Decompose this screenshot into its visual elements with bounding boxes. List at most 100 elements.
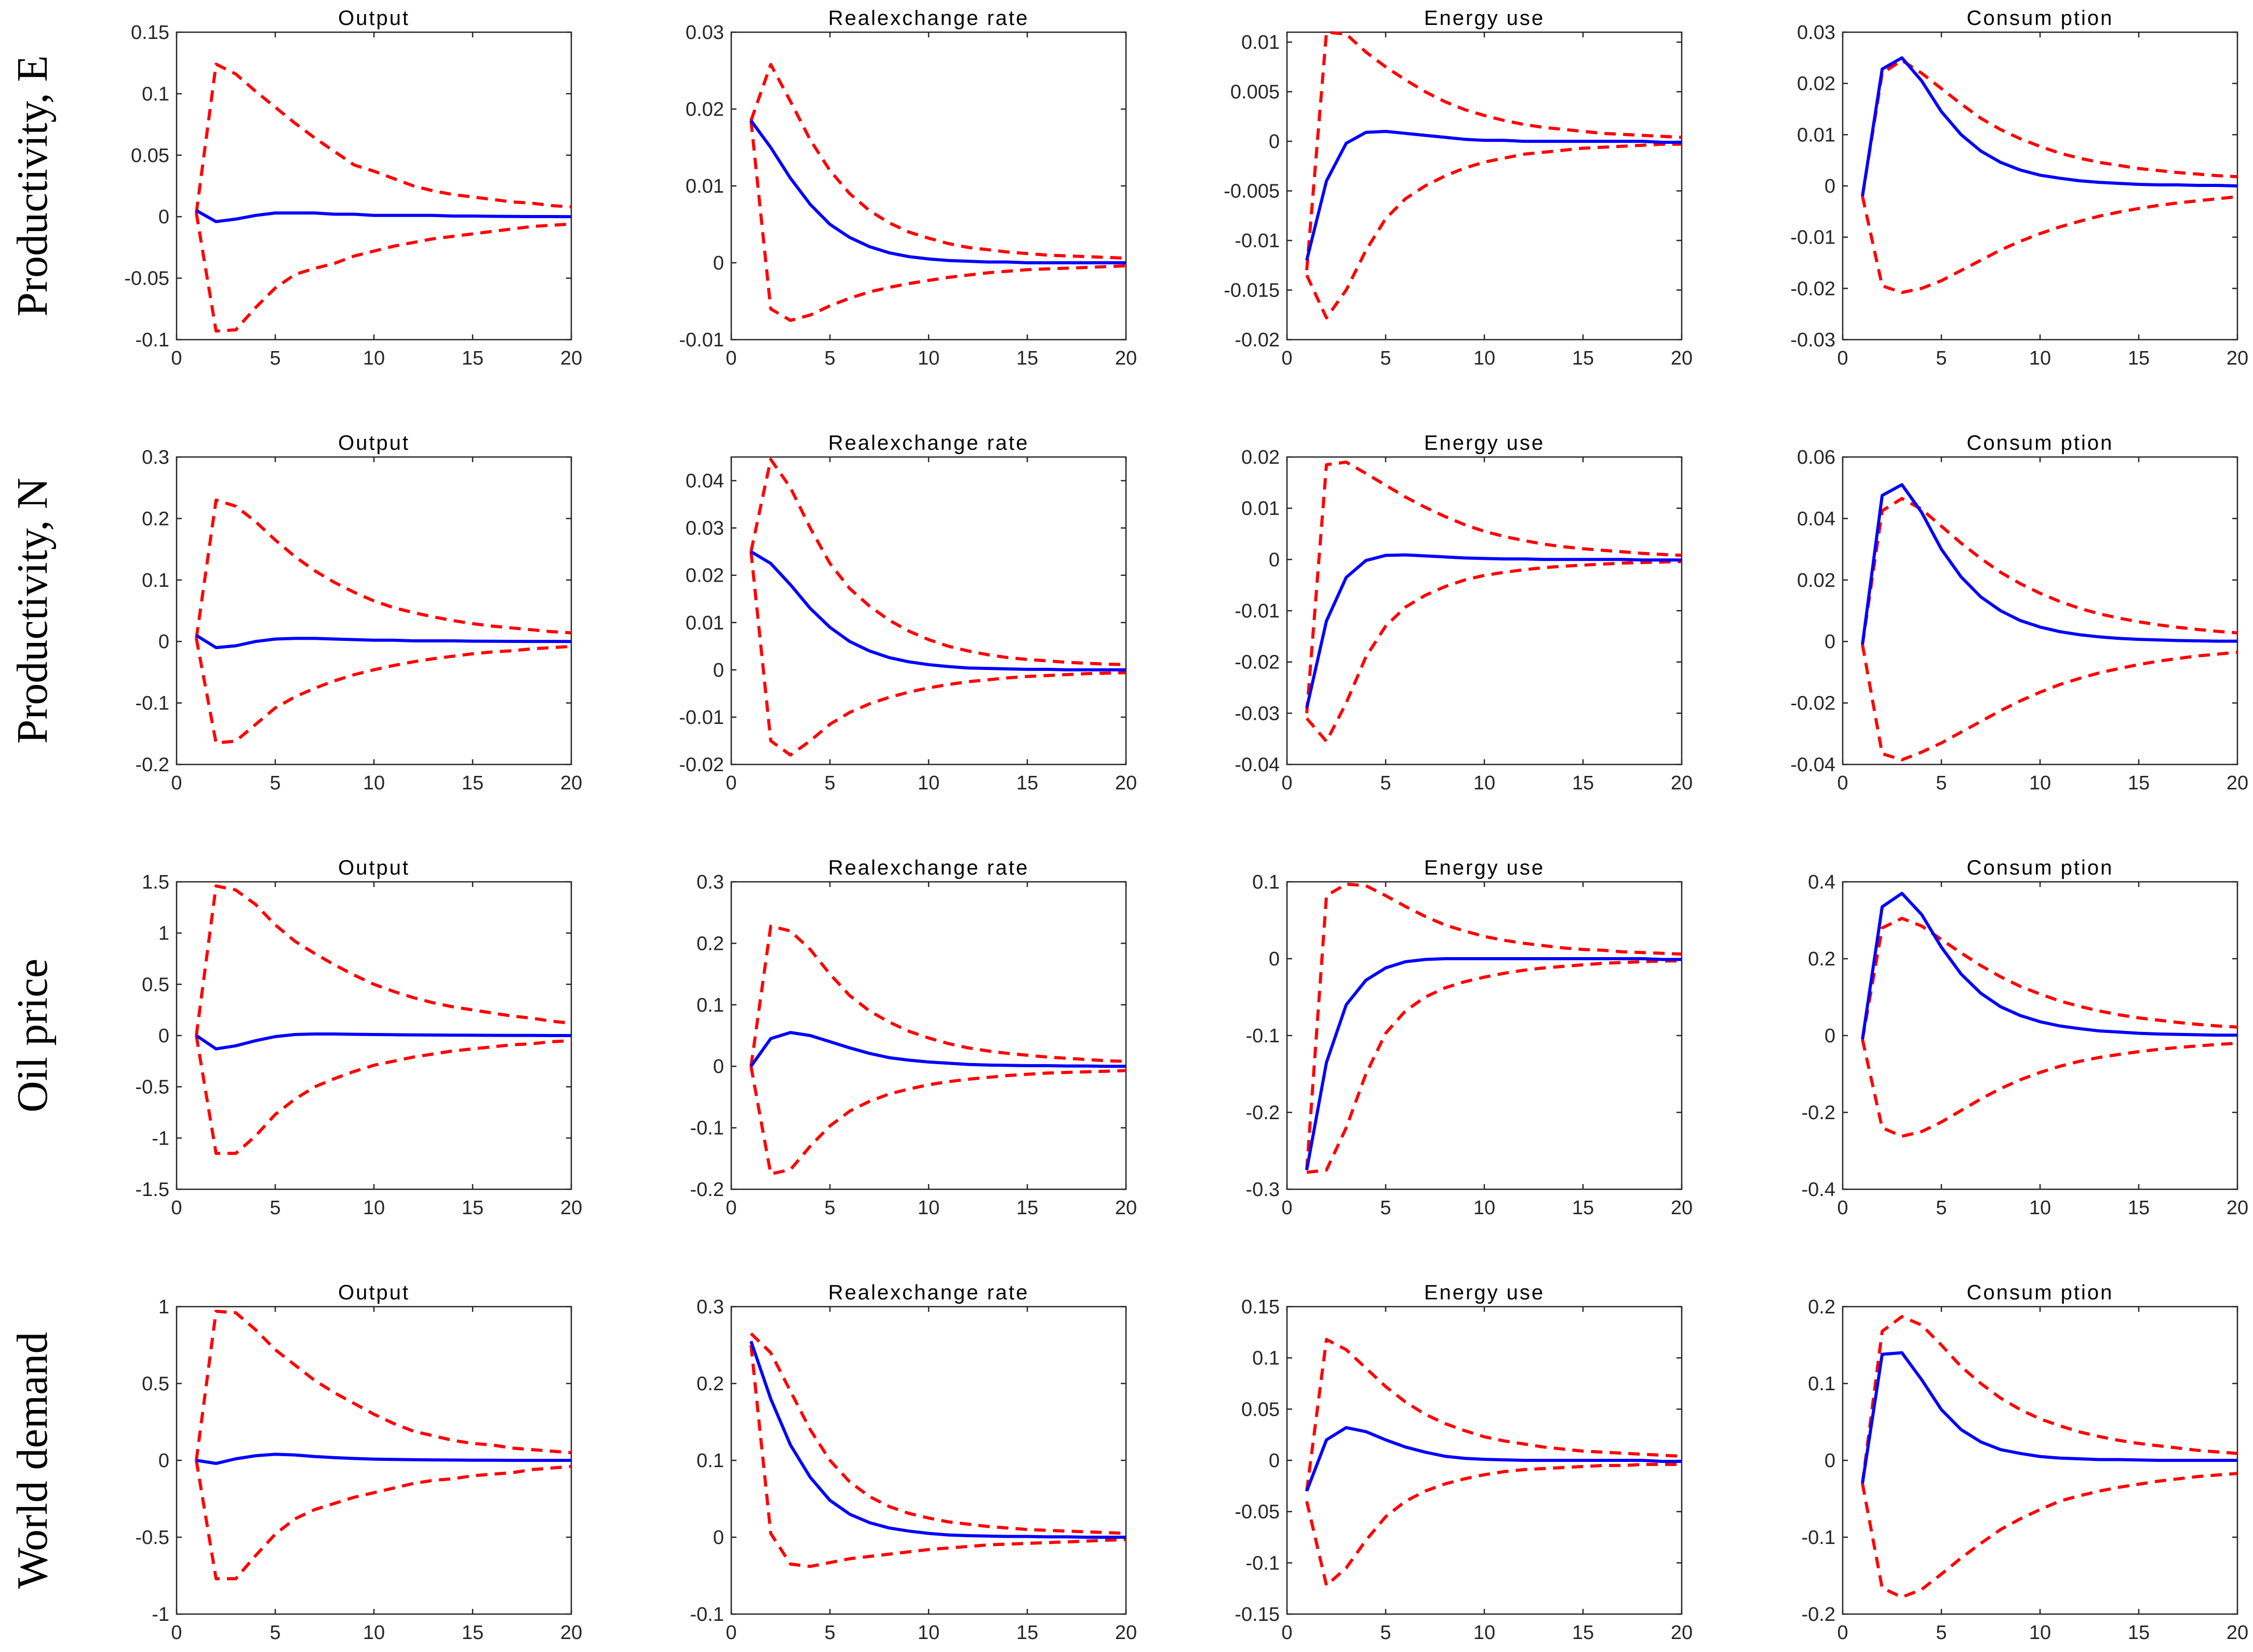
y-tick-label: -0.15 [1235, 1604, 1280, 1626]
upper-band-line [1305, 882, 1682, 1171]
y-tick-label: -0.02 [1790, 278, 1835, 300]
y-tick-label: 0.5 [142, 974, 169, 996]
y-tick-label: 0.04 [1797, 508, 1835, 530]
x-tick-label: 0 [1837, 772, 1848, 794]
y-tick-label: -0.5 [136, 1077, 169, 1098]
y-tick-label: -0.1 [690, 1604, 724, 1626]
y-tick-label: 0.05 [1241, 1399, 1280, 1420]
panel-title: Output [338, 1281, 410, 1304]
x-tick-label: 20 [1115, 347, 1137, 369]
y-tick-label: -0.2 [136, 754, 169, 776]
upper-band-line [1861, 917, 2238, 1040]
upper-band-line [195, 498, 572, 639]
x-tick-label: 20 [1671, 347, 1693, 369]
y-tick-label: 0.1 [1808, 1373, 1835, 1395]
row-label: Productivity, E [8, 55, 57, 316]
x-tick-label: 15 [1016, 1622, 1038, 1644]
median-line [1861, 56, 2238, 197]
panel: Energy use 0 5 10 15 20 -0.02 -0.015 -0.01 -0.005… [1224, 7, 1693, 369]
lower-band-line [1861, 644, 2238, 762]
lower-band-line [749, 1345, 1126, 1568]
median-line [1305, 553, 1682, 709]
y-tick-label: 0.4 [1808, 871, 1835, 893]
y-tick-label: 0.06 [1797, 447, 1835, 468]
x-tick-label: 15 [1572, 772, 1594, 794]
panel-title: Energy use [1424, 432, 1545, 454]
y-tick-label: -0.01 [1790, 227, 1835, 249]
median-line [196, 1453, 571, 1465]
x-tick-label: 5 [270, 347, 280, 369]
y-tick-label: 0.15 [1241, 1296, 1280, 1318]
upper-band-line [1861, 1315, 2238, 1484]
y-tick-label: 0.2 [696, 933, 724, 955]
x-tick-label: 20 [2227, 772, 2248, 794]
x-tick-label: 20 [2227, 1622, 2248, 1644]
x-tick-label: 0 [171, 772, 182, 794]
lower-band-line [1861, 195, 2238, 294]
y-tick-label: -1 [152, 1604, 169, 1626]
panel-title: Realexchange rate [828, 432, 1029, 454]
plot-area [730, 881, 1127, 1190]
median-line [195, 634, 572, 649]
x-tick-label: 10 [1473, 772, 1495, 794]
x-tick-label: 15 [462, 347, 484, 369]
x-tick-label: 5 [1936, 772, 1947, 794]
panel-title: Output [338, 7, 410, 30]
upper-band-line [749, 924, 1126, 1067]
x-tick-label: 15 [1016, 347, 1038, 369]
y-tick-label: 0.1 [696, 1450, 724, 1472]
y-tick-label: -0.2 [1246, 1102, 1280, 1124]
y-tick-label: 0.2 [1808, 1296, 1835, 1318]
x-tick-label: 15 [2128, 1197, 2150, 1219]
plot-area [1286, 881, 1683, 1190]
x-tick-label: 15 [1016, 1197, 1038, 1219]
y-tick-label: 0.1 [696, 995, 724, 1016]
y-tick-label: -0.4 [1802, 1179, 1835, 1201]
y-tick-label: 1 [158, 1296, 169, 1318]
y-tick-label: 0.02 [1797, 570, 1835, 592]
y-tick-label: 0 [713, 660, 724, 681]
panel: Consum ption 0 5 10 15 20 -0.2 -0.1 0 0.1 0.2 [1802, 1281, 2249, 1644]
x-tick-label: 15 [462, 772, 484, 794]
y-tick-label: -0.01 [679, 329, 724, 351]
upper-band-line [1305, 1338, 1682, 1492]
x-tick-label: 0 [171, 1622, 182, 1644]
y-tick-label: 1.5 [142, 871, 169, 893]
x-tick-label: 0 [726, 1622, 736, 1644]
x-tick-label: 10 [2029, 347, 2051, 369]
lower-band-line [1305, 142, 1682, 319]
y-tick-label: 0.01 [1797, 124, 1835, 146]
x-tick-label: 10 [363, 347, 385, 369]
x-tick-label: 5 [1380, 347, 1391, 369]
x-tick-label: 10 [918, 772, 940, 794]
lower-band-line [195, 638, 572, 745]
y-tick-label: -0.01 [1235, 600, 1280, 622]
x-tick-label: 20 [1115, 1197, 1137, 1219]
x-tick-label: 5 [824, 1197, 835, 1219]
x-tick-label: 10 [363, 772, 385, 794]
plot-area [730, 31, 1127, 341]
y-tick-label: 0.1 [1252, 1348, 1280, 1369]
panel-title: Consum ption [1967, 856, 2114, 879]
y-tick-label: -0.02 [1235, 329, 1280, 351]
plot-area [176, 456, 572, 765]
panel: Energy use 0 5 10 15 20 -0.3 -0.2 -0.1 0 0.1 [1246, 856, 1693, 1219]
x-tick-label: 10 [1473, 1197, 1495, 1219]
x-tick-label: 5 [824, 1622, 835, 1644]
y-tick-label: 0.03 [1797, 22, 1835, 44]
panel-title: Consum ption [1967, 1281, 2114, 1304]
y-tick-label: 0 [1269, 549, 1280, 571]
y-tick-label: 0.03 [686, 22, 724, 44]
panel: Output 0 5 10 15 20 -1.5 -1 -0.5 0 0.5 1 1.5 [136, 856, 583, 1219]
x-tick-label: 5 [1380, 772, 1391, 794]
upper-band-line [749, 1332, 1126, 1535]
y-tick-label: 0 [1825, 1025, 1835, 1047]
x-tick-label: 20 [1671, 1622, 1693, 1644]
x-tick-label: 5 [270, 1622, 280, 1644]
y-tick-label: 0.1 [1252, 871, 1280, 893]
y-tick-label: -0.5 [136, 1527, 169, 1549]
panel-title: Realexchange rate [828, 856, 1029, 879]
panel-title: Output [338, 856, 410, 879]
x-tick-label: 5 [1936, 1197, 1947, 1219]
